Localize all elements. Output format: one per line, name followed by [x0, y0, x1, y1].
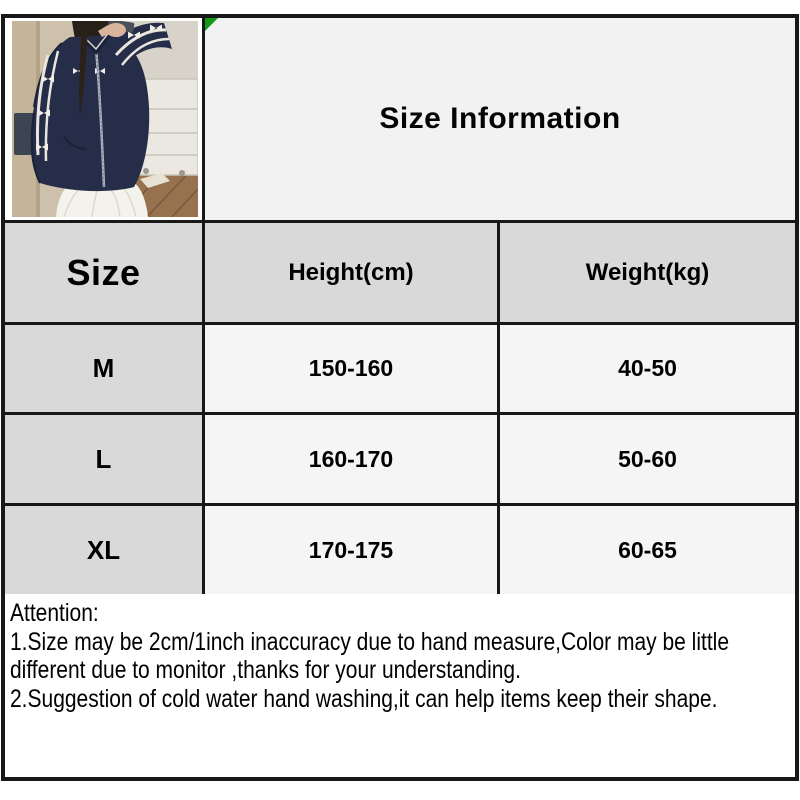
column-header-height: Height(cm) — [205, 223, 500, 322]
size-chart-sheet: Size Information Size Height(cm) Weight(… — [1, 14, 799, 781]
table-header-row: Size Height(cm) Weight(kg) — [5, 220, 795, 322]
column-header-weight: Weight(kg) — [500, 223, 795, 322]
attention-note-1: 1.Size may be 2cm/1inch inaccuracy due t… — [10, 627, 730, 656]
title-cell: Size Information — [205, 18, 795, 220]
page-title: Size Information — [379, 102, 621, 135]
column-header-size: Size — [5, 223, 205, 322]
attention-note-2: 2.Suggestion of cold water hand washing,… — [10, 684, 718, 713]
table-row-m: M 150-160 40-50 — [5, 322, 795, 412]
weight-cell: 40-50 — [500, 325, 795, 412]
product-photo-cell — [5, 18, 205, 220]
product-photo — [12, 21, 198, 217]
size-cell: M — [5, 325, 205, 412]
table-row-xl: XL 170-175 60-65 — [5, 503, 795, 594]
size-cell: L — [5, 415, 205, 503]
green-corner-marker-icon — [205, 18, 218, 31]
attention-heading: Attention: — [10, 599, 99, 627]
height-cell: 170-175 — [205, 506, 500, 594]
size-cell: XL — [5, 506, 205, 594]
attention-section: Attention: 1.Size may be 2cm/1inch inacc… — [5, 594, 795, 777]
height-cell: 150-160 — [205, 325, 500, 412]
weight-cell: 60-65 — [500, 506, 795, 594]
attention-note-1b: different due to monitor ,thanks for you… — [10, 656, 521, 684]
table-row-l: L 160-170 50-60 — [5, 412, 795, 503]
height-cell: 160-170 — [205, 415, 500, 503]
weight-cell: 50-60 — [500, 415, 795, 503]
top-row: Size Information — [5, 18, 795, 220]
